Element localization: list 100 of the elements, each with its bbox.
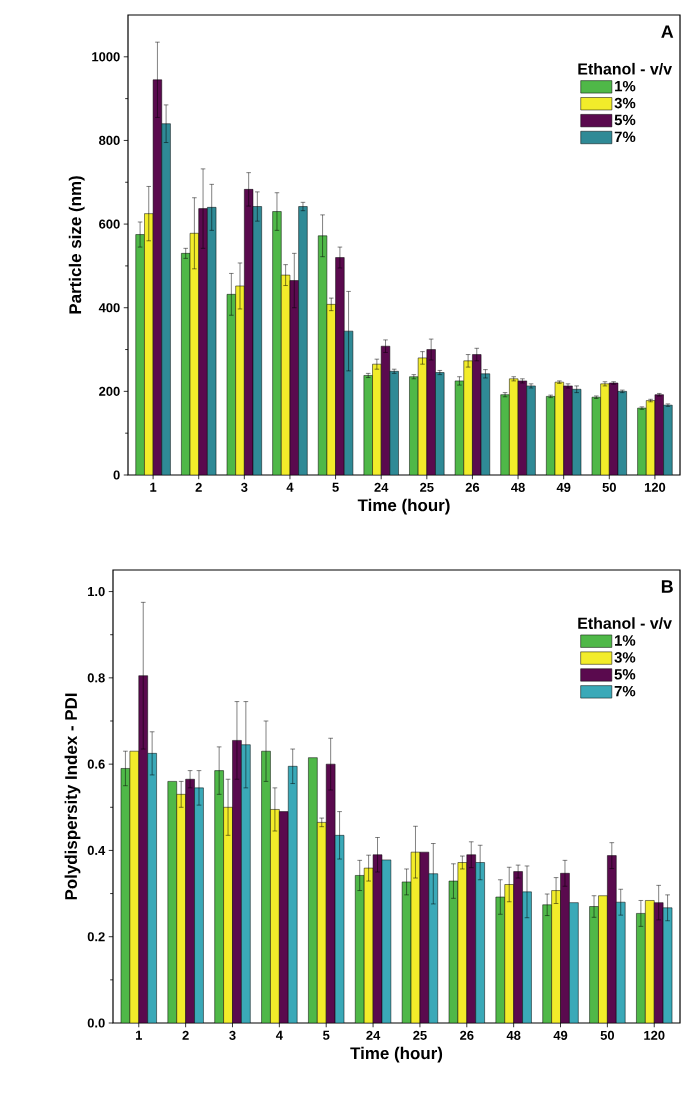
- legend-label: 1%: [615, 80, 636, 92]
- x-tick-label: 5: [332, 482, 339, 492]
- bar: [636, 913, 646, 1023]
- y-tick-label: 1.0: [88, 586, 105, 597]
- bar: [589, 906, 599, 1023]
- bar: [372, 854, 383, 1023]
- bar: [372, 363, 382, 475]
- bar: [270, 809, 280, 1023]
- bar: [504, 884, 514, 1023]
- bar: [194, 787, 204, 1023]
- bar: [335, 257, 345, 475]
- x-tick-label: 120: [644, 1030, 665, 1040]
- x-tick-label: 25: [413, 1030, 427, 1040]
- bar: [517, 380, 527, 475]
- bar: [363, 867, 374, 1023]
- bar: [325, 763, 336, 1023]
- bar: [317, 822, 327, 1023]
- bar: [185, 778, 195, 1023]
- bar: [261, 751, 271, 1023]
- bar: [563, 385, 573, 475]
- x-tick-label: 50: [602, 482, 616, 492]
- legend-label: 5%: [614, 114, 636, 126]
- bar: [235, 285, 245, 475]
- bar: [448, 880, 459, 1023]
- bar: [560, 873, 570, 1023]
- legend-label: 1%: [615, 635, 636, 646]
- bar: [288, 766, 298, 1023]
- bar: [289, 280, 299, 475]
- bar: [120, 768, 131, 1023]
- bar: [401, 881, 412, 1023]
- y-tick-label: 200: [99, 386, 120, 396]
- x-tick-label: 48: [506, 1030, 521, 1040]
- y-tick-label: 600: [99, 219, 120, 229]
- bar: [147, 753, 157, 1023]
- bar: [198, 208, 208, 475]
- legend-title: Ethanol - v/v: [578, 617, 672, 630]
- legend-label: 7%: [614, 131, 636, 143]
- bar: [653, 902, 664, 1023]
- bar: [654, 394, 664, 475]
- bar: [334, 835, 345, 1023]
- y-tick-label: 0.0: [87, 1018, 105, 1028]
- bar: [214, 770, 224, 1023]
- bar: [223, 807, 233, 1023]
- x-axis-title: Time (hour): [350, 1046, 443, 1063]
- bar: [513, 871, 523, 1023]
- bar: [600, 383, 610, 475]
- x-axis-title: Time (hour): [357, 498, 450, 515]
- x-tick-label: 25: [420, 482, 434, 492]
- y-tick-label: 0.4: [87, 845, 106, 856]
- bar: [428, 873, 438, 1023]
- legend-title: Ethanol - v/v: [578, 62, 672, 75]
- bar: [355, 875, 365, 1023]
- bar: [616, 901, 626, 1023]
- y-tick-label: 0.8: [87, 673, 105, 683]
- y-axis-title: Particle size (nm): [68, 176, 85, 314]
- bar: [138, 675, 148, 1023]
- y-tick-label: 0: [113, 470, 120, 480]
- x-tick-label: 49: [553, 1030, 568, 1040]
- bar: [475, 862, 485, 1023]
- x-tick-label: 2: [195, 482, 202, 492]
- x-tick-label: 26: [460, 1030, 474, 1040]
- x-tick-label: 4: [286, 482, 294, 492]
- y-tick-label: 1000: [92, 52, 120, 62]
- bar: [463, 360, 473, 475]
- annotation: B: [661, 580, 673, 593]
- x-tick-label: 120: [644, 482, 666, 492]
- bar: [646, 400, 656, 475]
- bar: [410, 851, 421, 1023]
- bar: [152, 79, 163, 475]
- bar: [522, 891, 532, 1023]
- bar: [551, 890, 561, 1023]
- bar: [176, 794, 186, 1023]
- x-tick-label: 1: [135, 1030, 143, 1040]
- legend-label: 5%: [614, 669, 636, 680]
- y-tick-label: 800: [99, 135, 120, 146]
- x-tick-label: 49: [556, 482, 571, 492]
- y-tick-label: 0.6: [87, 759, 105, 769]
- y-tick-label: 0.2: [87, 932, 105, 942]
- x-tick-label: 26: [465, 482, 480, 492]
- bar: [241, 744, 251, 1023]
- x-tick-label: 50: [600, 1030, 615, 1040]
- annotation: A: [661, 25, 674, 38]
- x-tick-label: 5: [323, 1030, 330, 1040]
- legend-label: 3%: [614, 652, 636, 663]
- x-tick-label: 4: [275, 1030, 283, 1040]
- x-tick-label: 3: [229, 1030, 236, 1040]
- bar: [426, 349, 436, 475]
- y-axis-title: Polydispersity Index - PDI: [64, 693, 81, 900]
- bar: [495, 896, 505, 1023]
- x-tick-label: 24: [366, 1030, 381, 1040]
- x-tick-label: 1: [150, 482, 157, 492]
- bar: [472, 354, 482, 475]
- bar: [380, 345, 391, 475]
- legend-label: 3%: [614, 97, 636, 109]
- bar: [232, 740, 242, 1023]
- x-tick-label: 24: [374, 482, 389, 492]
- bar: [662, 907, 673, 1023]
- bar: [607, 855, 617, 1023]
- legend-label: 7%: [614, 685, 636, 697]
- bar: [609, 382, 619, 475]
